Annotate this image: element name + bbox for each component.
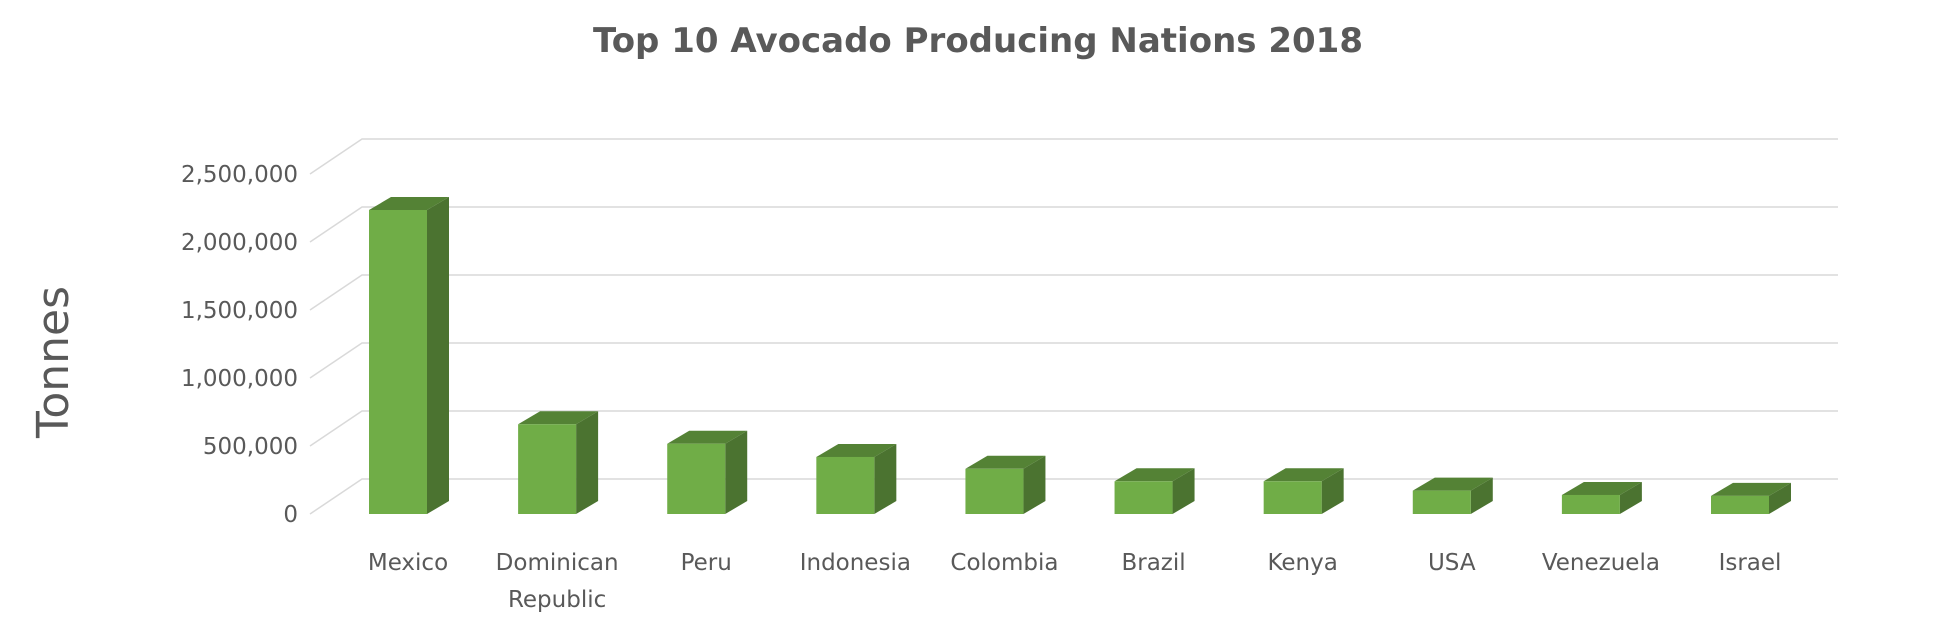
bars xyxy=(369,197,1791,514)
x-category-label: Brazil xyxy=(1121,550,1185,576)
x-category-label: Republic xyxy=(508,587,606,613)
x-category-label: Mexico xyxy=(368,550,448,576)
bar-side xyxy=(1470,477,1493,514)
bar-side xyxy=(874,443,897,514)
bar xyxy=(1114,468,1195,514)
bar-front xyxy=(369,210,427,514)
bar-top xyxy=(965,455,1046,469)
bar xyxy=(1711,482,1791,514)
bar-top xyxy=(1114,468,1195,482)
chart-title: Top 10 Avocado Producing Nations 2018 xyxy=(593,21,1363,61)
bar xyxy=(667,430,748,514)
gridline xyxy=(309,342,1838,379)
gridline xyxy=(309,274,1838,311)
x-category-label: Indonesia xyxy=(800,550,911,576)
bar xyxy=(518,411,599,514)
bar-side xyxy=(576,411,599,514)
bar-side xyxy=(725,430,748,514)
gridline xyxy=(309,478,1838,515)
bar-front xyxy=(667,443,726,514)
x-category-label: Kenya xyxy=(1267,550,1337,576)
gridline xyxy=(309,206,1838,243)
bar-side xyxy=(427,197,449,514)
bar-top xyxy=(369,197,449,210)
bar-front xyxy=(965,468,1024,514)
x-axis-categories: Mexico Dominican Republic Peru Indonesia Colo… xyxy=(368,550,1782,613)
bar-top xyxy=(518,411,599,425)
bar xyxy=(369,197,449,514)
bar-side xyxy=(1769,482,1791,514)
y-tick-label: 1,500,000 xyxy=(181,298,298,324)
bar-side xyxy=(1321,468,1344,514)
x-category-label: Venezuela xyxy=(1542,550,1660,576)
x-category-label: Colombia xyxy=(950,550,1058,576)
bar-front xyxy=(1412,490,1471,514)
x-category-label: Israel xyxy=(1719,550,1782,576)
x-category-label: Peru xyxy=(681,550,732,576)
bar xyxy=(1561,481,1642,514)
y-tick-label: 2,000,000 xyxy=(181,230,298,256)
gridlines xyxy=(309,138,1838,515)
bar-front xyxy=(1561,494,1620,514)
y-tick-label: 2,500,000 xyxy=(181,162,298,188)
bar-top xyxy=(667,430,748,444)
bar-top xyxy=(1711,482,1791,496)
bar-side xyxy=(1619,481,1642,514)
bar-front xyxy=(1263,481,1322,514)
bar xyxy=(816,443,897,514)
bar-top xyxy=(1412,477,1493,491)
y-tick-label: 500,000 xyxy=(203,434,298,460)
bar-side xyxy=(1172,468,1195,514)
x-category-label: Dominican xyxy=(496,550,619,576)
bar-top xyxy=(816,443,897,457)
bar xyxy=(965,455,1046,514)
y-tick-label: 1,000,000 xyxy=(181,366,298,392)
y-axis-ticks: 0 500,000 1,000,000 1,500,000 2,000,000 2,500… xyxy=(181,162,298,528)
bar xyxy=(1412,477,1493,514)
bar-front xyxy=(518,424,577,514)
bar xyxy=(1263,468,1344,514)
bar-front xyxy=(816,456,875,514)
bar-front xyxy=(1114,481,1173,514)
x-category-label: USA xyxy=(1428,550,1476,576)
gridline xyxy=(309,138,1838,175)
bar-top xyxy=(1263,468,1344,482)
y-axis-label: Tonnes xyxy=(28,286,79,439)
bar-top xyxy=(1561,481,1642,495)
bar-side xyxy=(1023,455,1046,514)
y-tick-label: 0 xyxy=(283,502,298,528)
gridline xyxy=(309,410,1838,447)
bar-front xyxy=(1711,495,1769,514)
